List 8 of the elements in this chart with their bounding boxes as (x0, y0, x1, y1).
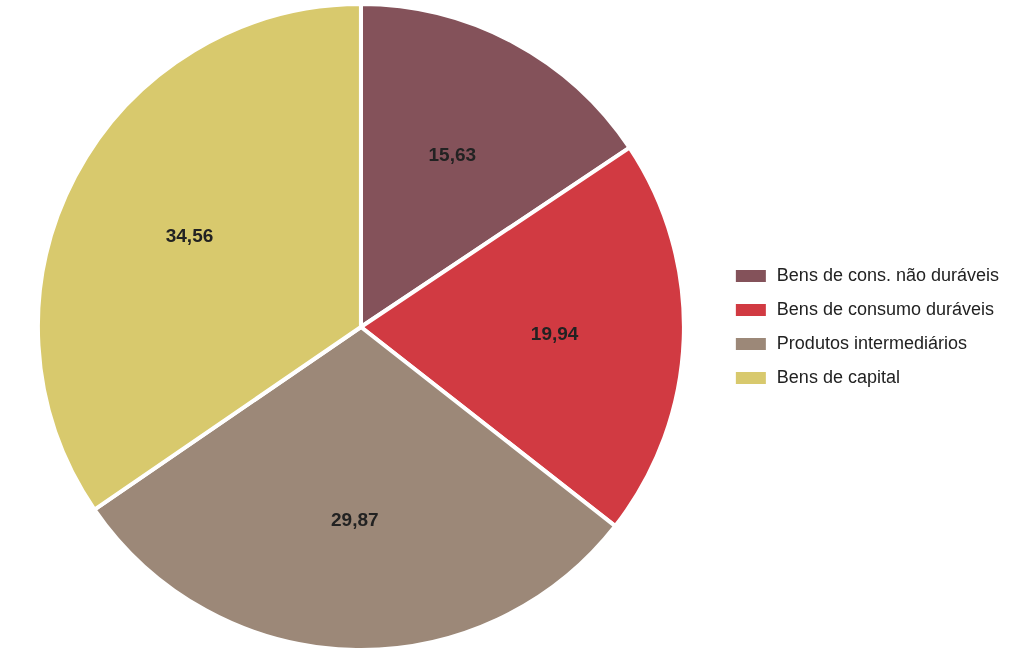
legend-label: Bens de capital (776, 366, 900, 387)
legend-label: Bens de consumo duráveis (776, 298, 994, 319)
legend-label: Produtos intermediários (776, 332, 967, 353)
data-label: 29,87 (331, 508, 379, 530)
legend-label: Bens de cons. não duráveis (776, 264, 1000, 285)
data-label: 34,56 (165, 224, 214, 246)
data-label: 19,94 (530, 322, 579, 344)
data-label: 15,63 (428, 144, 477, 166)
